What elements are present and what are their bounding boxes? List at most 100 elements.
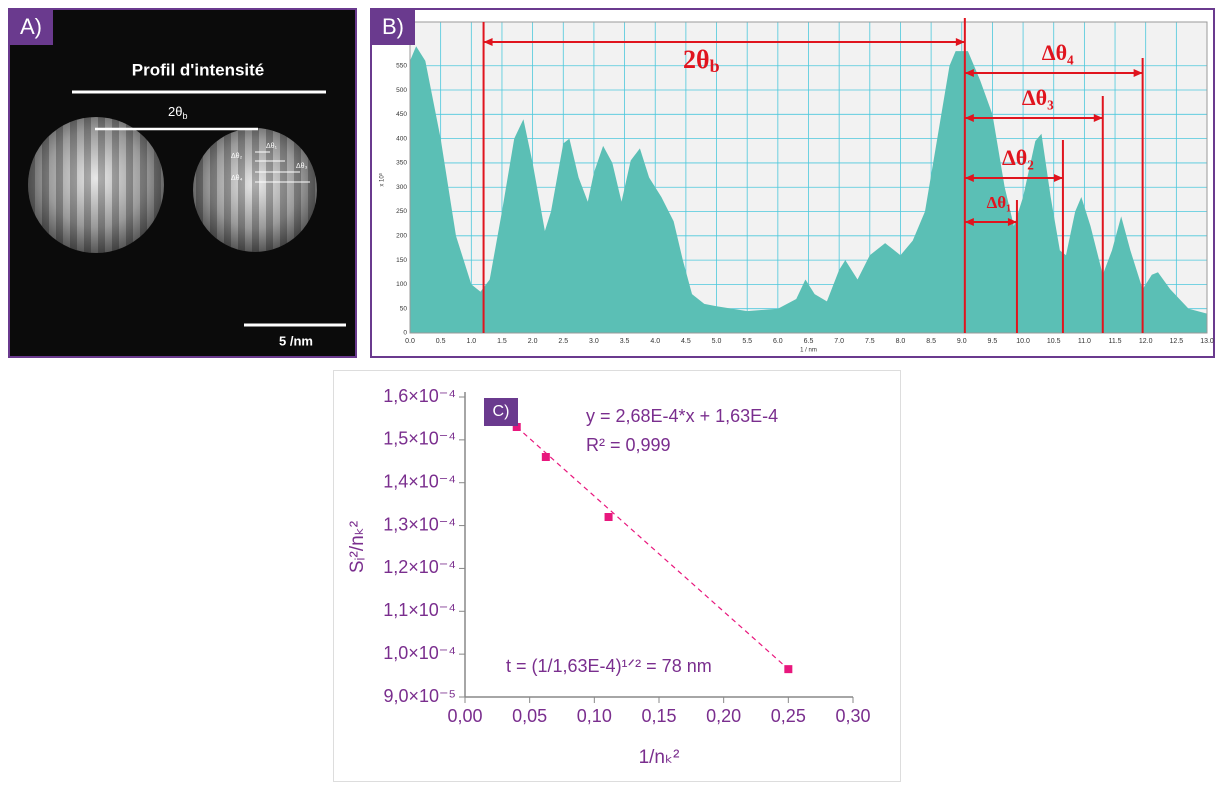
delta-arrow-head xyxy=(1093,114,1103,122)
x-tick-label: 5.5 xyxy=(742,338,752,345)
y-tick-label: 400 xyxy=(396,135,407,142)
fit-line xyxy=(516,426,789,670)
x-tick-label: 11.0 xyxy=(1078,338,1091,345)
x-tick-label: 2.0 xyxy=(528,338,538,345)
two-theta-main: 2θ xyxy=(683,45,710,74)
equation: y = 2,68E-4*x + 1,63E-4 xyxy=(586,406,778,426)
y-axis-label: Sᵢ²/nₖ² xyxy=(347,521,368,573)
x-tick-label: 0,20 xyxy=(706,706,741,726)
data-point xyxy=(541,453,550,461)
panel-a-label-box xyxy=(9,9,53,45)
data-point xyxy=(604,513,613,521)
scale-label: 5 /nm xyxy=(279,333,313,348)
x-tick-label: 1.5 xyxy=(497,338,507,345)
x-tick-label: 10.0 xyxy=(1016,338,1030,345)
delta-arrow-head xyxy=(964,114,974,122)
x-tick-label: 0,00 xyxy=(447,706,482,726)
r-squared: R² = 0,999 xyxy=(586,435,671,455)
y-tick-label: 50 xyxy=(400,305,408,312)
delta-arrow-head xyxy=(1133,69,1143,77)
y-tick-label: 500 xyxy=(396,87,407,94)
delta-arrow-head xyxy=(1007,218,1017,226)
y-tick-label: 1,5×10⁻⁴ xyxy=(383,429,456,449)
y-tick-label: 150 xyxy=(396,257,407,264)
data-point xyxy=(784,665,793,674)
x-tick-label: 0,25 xyxy=(771,706,806,726)
data-point xyxy=(512,423,521,431)
x-tick-label: 12.5 xyxy=(1170,338,1184,345)
two-theta-arrow-head xyxy=(483,38,493,46)
two-theta-label: 2θb xyxy=(683,45,720,76)
x-axis-label: 1 / nm xyxy=(800,348,817,354)
y-tick-label: 1,0×10⁻⁴ xyxy=(383,643,456,663)
x-tick-label: 0,15 xyxy=(641,706,676,726)
y-tick-label: 300 xyxy=(396,184,407,191)
panel-label: C) xyxy=(493,403,510,420)
x-tick-label: 6.0 xyxy=(773,338,783,345)
plot-frame xyxy=(409,21,1208,334)
delta-arrow-head xyxy=(964,69,974,77)
y-tick-label: 0 xyxy=(403,330,407,337)
y-tick-label: 100 xyxy=(396,281,407,288)
delta-label: Δθ₁ xyxy=(266,143,278,150)
intensity-area xyxy=(410,46,1207,333)
x-tick-label: 2.5 xyxy=(558,338,568,345)
y-tick-label: 450 xyxy=(396,111,407,118)
delta-label: Δθ₃ xyxy=(296,163,308,170)
x-tick-label: 0,05 xyxy=(512,706,547,726)
two-theta-sub: b xyxy=(710,56,720,76)
x-tick-label: 8.0 xyxy=(896,338,906,345)
fringes xyxy=(28,117,164,253)
x-tick-label: 9.0 xyxy=(957,338,967,345)
x-tick-label: 7.5 xyxy=(865,338,875,345)
x-tick-label: 9.5 xyxy=(988,338,998,345)
x-tick-label: 3.0 xyxy=(589,338,599,345)
x-tick-label: 12.0 xyxy=(1139,338,1153,345)
y-axis-label: x 10³ xyxy=(380,173,386,186)
two-theta-label: 2θb xyxy=(168,104,187,121)
y-tick-label: 1,4×10⁻⁴ xyxy=(383,471,456,491)
x-tick-label: 13.0 xyxy=(1200,338,1214,345)
y-tick-label: 200 xyxy=(396,233,407,240)
fringes xyxy=(193,128,317,252)
x-tick-label: 7.0 xyxy=(834,338,844,345)
y-tick-label: 9,0×10⁻⁵ xyxy=(383,686,456,706)
two-theta-sub: b xyxy=(182,111,187,121)
thickness: t = (1/1,63E-4)¹ᐟ² = 78 nm xyxy=(506,656,712,676)
delta-arrow-head xyxy=(1053,174,1063,182)
panel-label-box xyxy=(371,9,415,45)
two-theta-arrow-head xyxy=(955,38,965,46)
panel-c-frame xyxy=(333,370,901,782)
y-tick-label: 1,3×10⁻⁴ xyxy=(383,514,456,534)
delta-arrow-head xyxy=(964,218,974,226)
x-tick-label: 4.0 xyxy=(650,338,660,345)
delta-label: Δθ₂ xyxy=(231,153,243,160)
x-tick-label: 4.5 xyxy=(681,338,691,345)
delta-label: Δθ₃ xyxy=(1022,85,1054,110)
x-tick-label: 0,30 xyxy=(835,706,870,726)
x-tick-label: 10.5 xyxy=(1047,338,1061,345)
y-tick-label: 550 xyxy=(396,62,407,69)
x-tick-label: 3.5 xyxy=(620,338,630,345)
y-tick-label: 350 xyxy=(396,160,407,167)
panel-a-label: A) xyxy=(20,14,42,39)
two-theta-main: 2θ xyxy=(168,104,182,119)
delta-label: Δθ₂ xyxy=(1002,145,1034,170)
panel-a: A) Profil d'intensité 2θb Δθ₁ Δθ₂ Δθ₃ Δθ… xyxy=(8,8,357,358)
x-tick-label: 1.0 xyxy=(466,338,476,345)
delta-label: Δθ₁ xyxy=(987,193,1012,212)
panel-label: B) xyxy=(382,14,404,39)
y-tick-label: 1,2×10⁻⁴ xyxy=(383,557,456,577)
x-tick-label: 8.5 xyxy=(926,338,936,345)
x-tick-label: 6.5 xyxy=(804,338,814,345)
x-tick-label: 5.0 xyxy=(712,338,722,345)
y-tick-label: 250 xyxy=(396,208,407,215)
x-tick-label: 11.5 xyxy=(1108,338,1121,345)
x-tick-label: 0.5 xyxy=(436,338,446,345)
x-tick-label: 0,10 xyxy=(577,706,612,726)
y-tick-label: 1,6×10⁻⁴ xyxy=(383,386,456,406)
delta-label: Δθ₄ xyxy=(231,175,243,182)
delta-label: Δθ₄ xyxy=(1042,40,1074,65)
x-axis-label: 1/nₖ² xyxy=(639,747,680,768)
